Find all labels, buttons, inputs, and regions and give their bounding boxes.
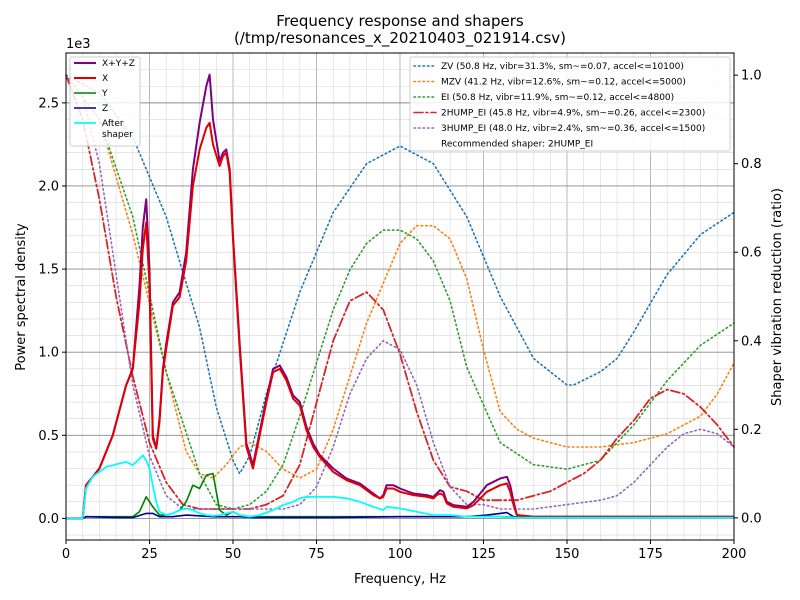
y2-tick-label: 0.2 xyxy=(741,423,762,438)
x-tick-label: 25 xyxy=(141,547,158,562)
tick-labels: 0 25 50 75 100 125 150 175 200 0.0 0.5 1.0 1.5 2.0 2.5… xyxy=(38,69,761,562)
psd-line-1 xyxy=(66,121,734,520)
shaper-line-1 xyxy=(65,74,735,479)
y2-tick-label: 1.0 xyxy=(741,69,762,84)
y2-tick-label: 0.0 xyxy=(741,511,762,526)
shaper-line-4 xyxy=(65,74,735,510)
shaper-legend-box xyxy=(409,56,731,152)
shaper-line-0 xyxy=(65,74,735,476)
psd-legend-label-3: Z xyxy=(102,104,108,114)
x-tick-label: 125 xyxy=(471,547,496,562)
x-tick-label: 150 xyxy=(555,547,580,562)
shaper-legend-label-4: 3HUMP_EI (48.0 Hz, vibr=2.4%, sm~=0.36, … xyxy=(441,124,705,134)
chart-subtitle: (/tmp/resonances_x_20210403_021914.csv) xyxy=(234,29,566,48)
shaper-legend-label-0: ZV (50.8 Hz, vibr=31.3%, sm~=0.07, accel… xyxy=(441,62,684,72)
y-axis-label: Power spectral density xyxy=(14,223,29,371)
y-tick-label: 0.5 xyxy=(38,429,59,444)
psd-legend-label-0: X+Y+Z xyxy=(102,59,135,69)
y-tick-label: 2.5 xyxy=(38,96,59,111)
y2-tick-label: 0.6 xyxy=(741,246,762,261)
shaper-legend-label-1: MZV (41.2 Hz, vibr=12.6%, sm~=0.12, acce… xyxy=(441,78,686,88)
psd-legend: X+Y+Z XYZ After shaper xyxy=(69,56,141,147)
shaper-legend-label-2: EI (50.8 Hz, vibr=11.9%, sm~=0.12, accel… xyxy=(441,93,674,103)
x-axis-label: Frequency, Hz xyxy=(354,572,446,587)
psd-legend-label-2: Y xyxy=(101,89,108,99)
x-tick-label: 175 xyxy=(638,547,663,562)
y-tick-label: 1.0 xyxy=(38,346,59,361)
x-tick-label: 0 xyxy=(62,547,70,562)
psd-lines xyxy=(66,73,734,520)
psd-line-4 xyxy=(66,454,734,520)
x-tick-label: 50 xyxy=(225,547,242,562)
shaper-line-2 xyxy=(65,74,735,510)
y2-tick-label: 0.8 xyxy=(741,157,762,172)
y-offset-label: 1e3 xyxy=(66,37,91,52)
shaper-lines xyxy=(65,74,735,510)
chart-title: Frequency response and shapers xyxy=(276,12,524,30)
x-tick-label: 100 xyxy=(388,547,413,562)
recommended-shaper-label: Recommended shaper: 2HUMP_EI xyxy=(441,140,593,150)
y2-tick-label: 0.4 xyxy=(741,334,762,349)
shaper-legend: ZV (50.8 Hz, vibr=31.3%, sm~=0.07, accel… xyxy=(409,56,731,152)
psd-line-3 xyxy=(66,511,734,520)
psd-legend-label-4: After shaper xyxy=(102,119,133,140)
shaper-legend-label-3: 2HUMP_EI (45.8 Hz, vibr=4.9%, sm~=0.26, … xyxy=(441,109,705,119)
psd-legend-label-1: X xyxy=(102,74,108,84)
y-tick-label: 2.0 xyxy=(38,179,59,194)
x-tick-label: 75 xyxy=(308,547,325,562)
x-tick-label: 200 xyxy=(722,547,747,562)
y-tick-label: 1.5 xyxy=(38,263,59,278)
y-tick-label: 0.0 xyxy=(38,512,59,527)
y2-axis-label: Shaper vibration reduction (ratio) xyxy=(770,188,785,406)
shaper-line-3 xyxy=(65,74,735,510)
